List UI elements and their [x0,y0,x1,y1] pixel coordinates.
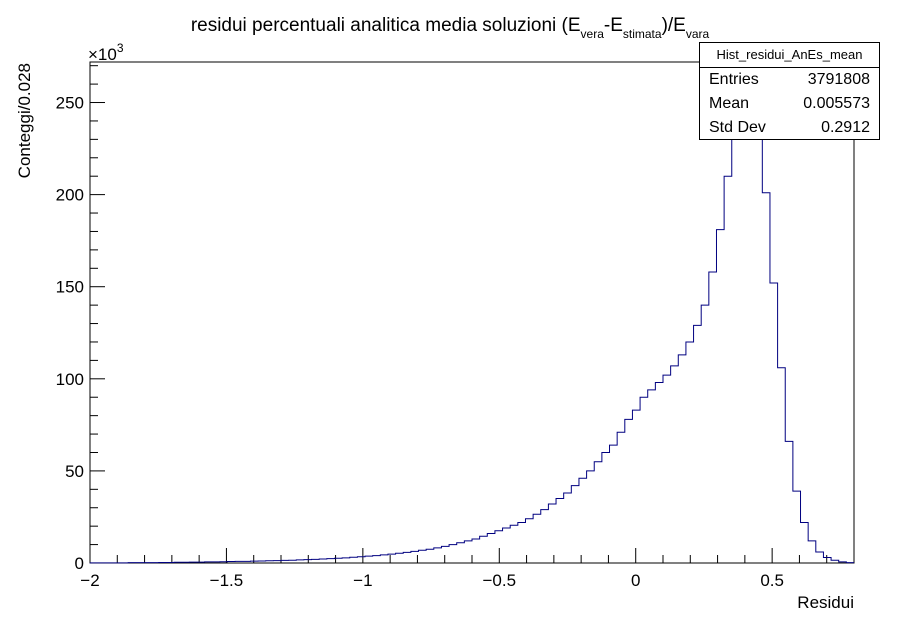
stats-value: 0.005573 [803,95,870,112]
x-tick-label: −0.5 [483,571,517,590]
stats-label: Entries [709,71,759,88]
y-tick-label: 100 [56,370,84,389]
y-tick-label: 0 [75,554,84,573]
y-axis-multiplier: ×103 [88,41,124,64]
x-tick-label: 0 [631,571,640,590]
stats-title: Hist_residui_AnEs_mean [700,43,879,68]
y-tick-label: 50 [65,462,84,481]
chart-title: residui percentuali analitica media solu… [191,15,710,41]
x-tick-label: −2 [80,571,99,590]
stats-row-entries: Entries 3791808 [700,68,879,92]
histogram-series [89,87,854,564]
x-tick-label: −1 [353,571,372,590]
x-axis-label: Residui [797,593,854,612]
x-tick-label: 0.5 [760,571,784,590]
stats-row-stddev: Std Dev 0.2912 [700,116,879,140]
y-tick-label: 150 [56,278,84,297]
stats-value: 0.2912 [821,119,870,136]
stats-row-mean: Mean 0.005573 [700,92,879,116]
stats-value: 3791808 [807,71,870,88]
x-tick-label: −1.5 [210,571,244,590]
stats-label: Std Dev [709,119,766,136]
y-tick-label: 200 [56,186,84,205]
stats-box: Hist_residui_AnEs_mean Entries 3791808 M… [699,42,880,140]
y-tick-label: 250 [56,94,84,113]
stats-label: Mean [709,95,750,112]
y-axis-label: Conteggi/0.028 [15,63,34,178]
